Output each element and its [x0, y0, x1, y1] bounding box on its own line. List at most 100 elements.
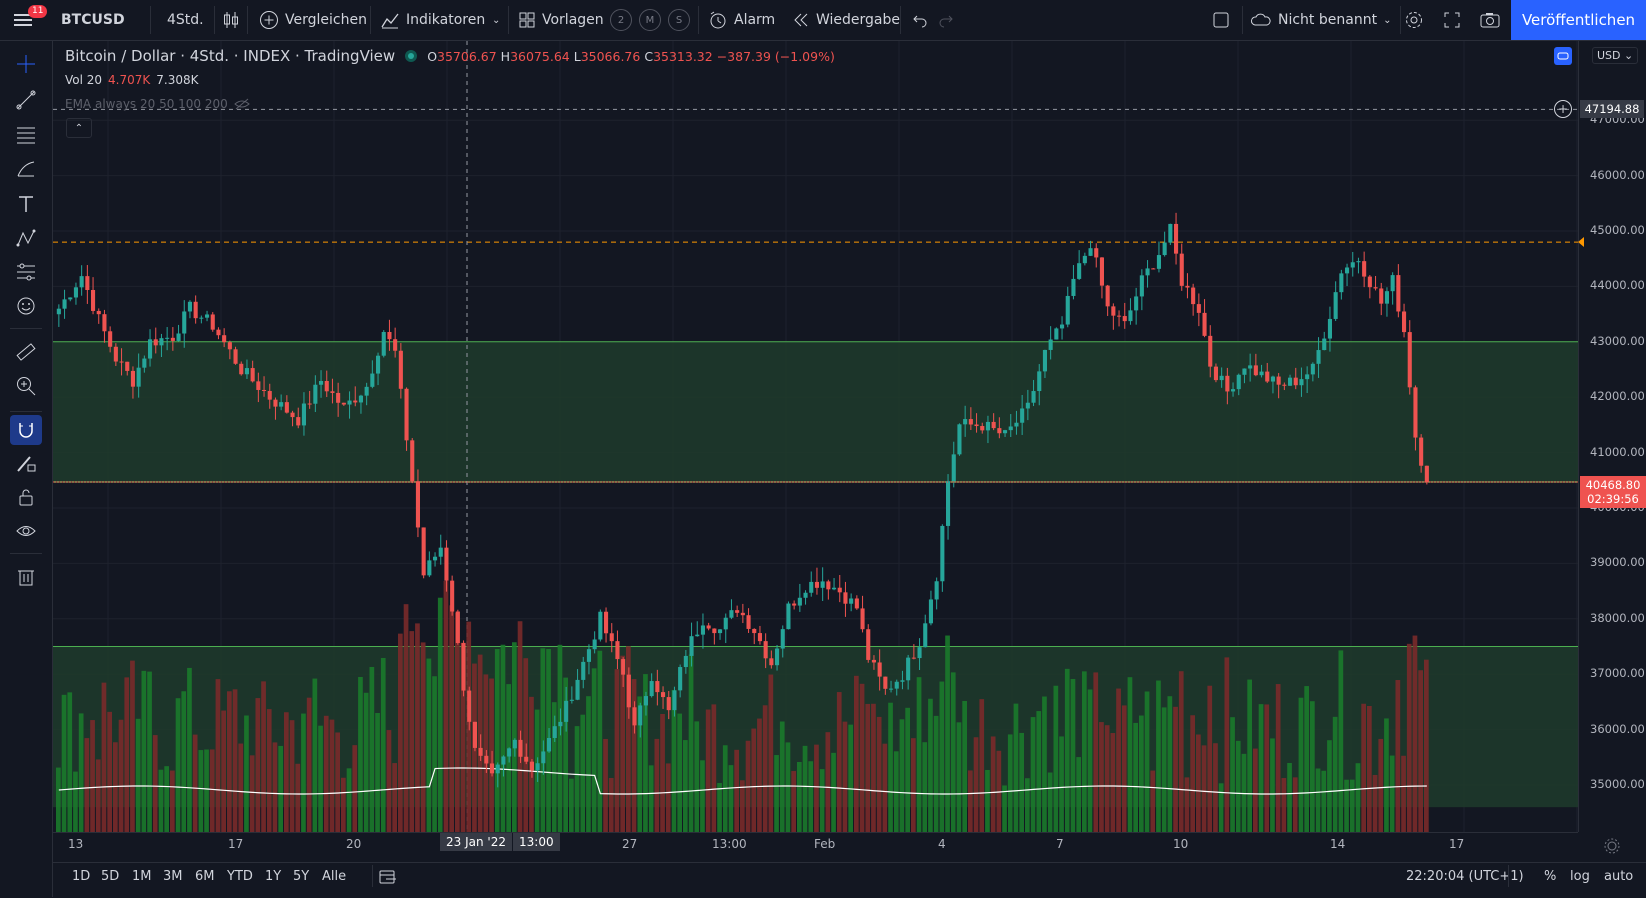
chart-settings-button[interactable]	[1603, 837, 1621, 859]
range-button-6m[interactable]: 6M	[195, 869, 215, 884]
shortcut-m-button[interactable]: M	[639, 9, 661, 31]
zoom-tool[interactable]	[10, 371, 42, 401]
volume-bar	[460, 642, 466, 832]
lock-drawings-tool[interactable]	[10, 482, 42, 512]
volume-bar	[728, 765, 734, 832]
range-button-5y[interactable]: 5Y	[293, 869, 310, 884]
settings-button[interactable]	[1404, 0, 1424, 40]
trendline-tool[interactable]	[10, 85, 42, 115]
candle-body	[187, 301, 192, 312]
time-axis[interactable]	[53, 832, 1578, 863]
candle-body	[1020, 408, 1025, 423]
range-button-5d[interactable]: 5D	[101, 869, 120, 884]
ema-legend[interactable]: EMA always 20 50 100 200	[65, 97, 250, 111]
undo-button[interactable]	[910, 0, 928, 40]
range-button-3m[interactable]: 3M	[163, 869, 183, 884]
candle-body	[1054, 328, 1059, 340]
indicators-button[interactable]: Indikatoren	[380, 0, 485, 40]
candle-body	[615, 641, 620, 660]
compare-button[interactable]: Vergleichen	[259, 0, 367, 40]
log-scale-toggle[interactable]: log	[1570, 869, 1590, 884]
candle-body	[1185, 285, 1190, 288]
layout-select-button[interactable]	[1212, 0, 1230, 40]
volume-bar	[227, 691, 232, 832]
candle-body	[1288, 377, 1293, 386]
shortcut-2-button[interactable]: 2	[610, 9, 632, 31]
measure-tool[interactable]	[10, 337, 42, 367]
candle-body	[227, 342, 232, 350]
auto-scale-toggle[interactable]: auto	[1604, 869, 1634, 884]
candle-body	[1384, 291, 1389, 304]
range-button-ytd[interactable]: YTD	[227, 869, 253, 884]
percent-scale-toggle[interactable]: %	[1544, 869, 1557, 884]
main-menu-button[interactable]	[12, 0, 34, 40]
volume-bar	[1367, 705, 1372, 832]
candle-body	[307, 403, 312, 405]
symbol-search-button[interactable]: BTCUSD	[61, 12, 125, 28]
price-axis[interactable]	[1578, 41, 1646, 832]
candle-body	[558, 721, 563, 727]
volume-bar	[1116, 688, 1121, 832]
hide-drawings-tool[interactable]	[10, 516, 42, 546]
pencil-lock-icon	[17, 456, 36, 472]
price-label: 44000.00	[1590, 278, 1645, 293]
price-chart[interactable]	[53, 41, 1578, 832]
alert-marker-icon[interactable]	[1578, 237, 1584, 248]
publish-button[interactable]: Veröffentlichen	[1511, 0, 1646, 40]
alarm-button[interactable]: Alarm	[708, 0, 775, 40]
shortcut-s-button[interactable]: S	[668, 9, 690, 31]
candle-body	[273, 399, 278, 407]
layout-name-button[interactable]: Nicht benannt ⌄	[1250, 0, 1391, 40]
volume-bar	[1321, 770, 1327, 832]
volume-bar	[614, 669, 620, 832]
icons-tool[interactable]	[10, 291, 42, 321]
brush-tool[interactable]	[10, 154, 42, 184]
chart-type-button[interactable]	[222, 0, 240, 40]
volume-bar	[859, 683, 865, 832]
candle-body	[564, 700, 569, 722]
open-label: O	[427, 48, 438, 64]
remove-drawings-tool[interactable]	[10, 562, 42, 592]
volume-bar	[1218, 783, 1224, 832]
sync-button[interactable]	[1554, 47, 1572, 65]
volume-bar	[238, 743, 244, 832]
collapse-legend-button[interactable]: ⌃	[66, 118, 92, 138]
range-button-1d[interactable]: 1D	[72, 869, 91, 884]
range-button-alle[interactable]: Alle	[322, 869, 347, 884]
fib-tool[interactable]	[10, 120, 42, 150]
pattern-tool[interactable]	[10, 223, 42, 253]
candle-body	[843, 592, 848, 604]
candle-body	[535, 763, 540, 771]
currency-select[interactable]: USD ⌄	[1592, 47, 1639, 64]
snapshot-button[interactable]	[1479, 0, 1501, 40]
stay-in-drawing-tool[interactable]	[10, 448, 42, 478]
candle-body	[963, 419, 968, 425]
magnet-tool[interactable]	[10, 415, 42, 445]
trendline-icon	[16, 90, 36, 110]
goto-date-button[interactable]	[378, 868, 398, 890]
candle-body	[928, 599, 933, 624]
redo-button[interactable]	[938, 0, 956, 40]
candle-body	[421, 527, 426, 576]
clock-timezone[interactable]: 22:20:04 (UTC+1)	[1406, 869, 1524, 884]
replay-button[interactable]: Wiedergabe	[792, 0, 900, 40]
indicators-dropdown-chevron-icon[interactable]: ⌄	[492, 14, 501, 26]
candle-body	[393, 339, 398, 351]
forecast-tool[interactable]	[10, 257, 42, 287]
volume-bar	[1304, 686, 1309, 832]
candle-body	[1270, 376, 1275, 382]
text-tool[interactable]	[10, 189, 42, 219]
candle-body	[1082, 255, 1087, 264]
volume-bar	[221, 710, 226, 832]
range-button-1m[interactable]: 1M	[132, 869, 152, 884]
candle-body	[1014, 422, 1019, 427]
crosshair-tool[interactable]	[10, 49, 42, 79]
fullscreen-button[interactable]	[1443, 0, 1461, 40]
volume-bar	[56, 767, 61, 832]
add-alert-plus-icon[interactable]: +	[1554, 100, 1572, 118]
volume-bar	[654, 738, 660, 832]
range-button-1y[interactable]: 1Y	[265, 869, 282, 884]
interval-button[interactable]: 4Std.	[167, 12, 204, 28]
candle-body	[638, 705, 643, 726]
templates-button[interactable]: Vorlagen	[518, 0, 604, 40]
